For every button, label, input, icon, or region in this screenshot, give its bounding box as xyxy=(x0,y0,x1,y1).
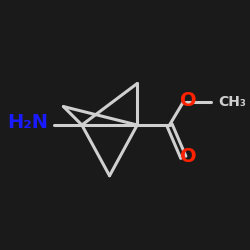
Text: O: O xyxy=(180,147,197,166)
Text: CH₃: CH₃ xyxy=(218,95,246,109)
Text: O: O xyxy=(180,91,196,110)
Text: H₂N: H₂N xyxy=(8,113,48,132)
